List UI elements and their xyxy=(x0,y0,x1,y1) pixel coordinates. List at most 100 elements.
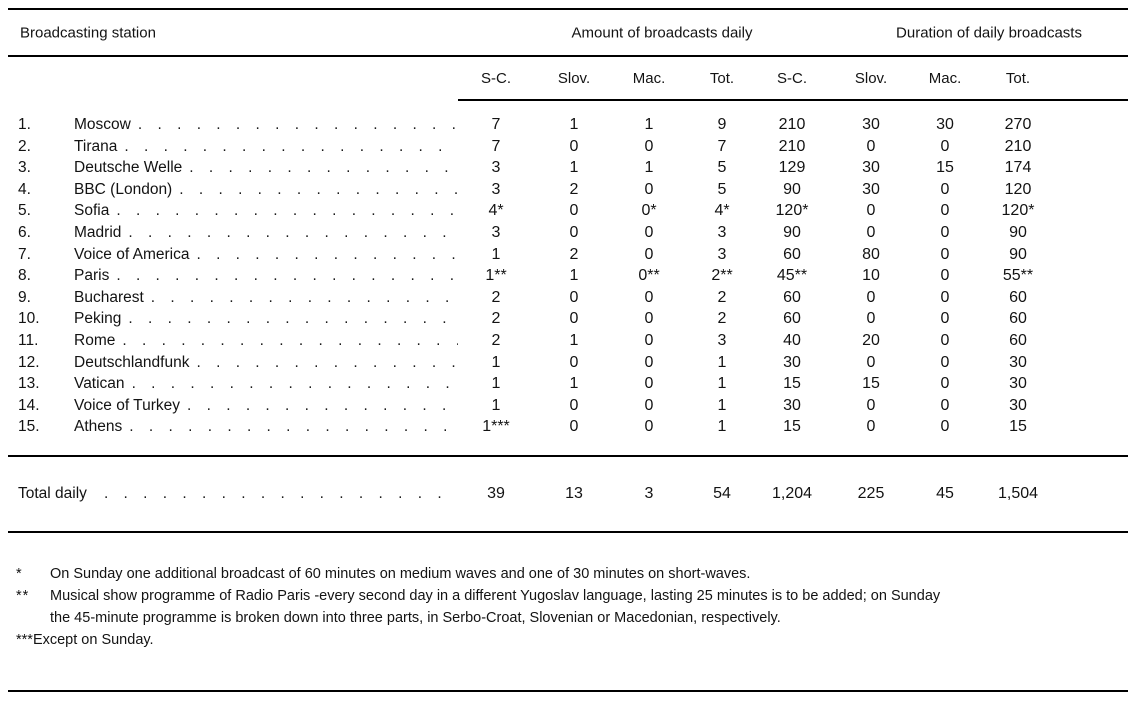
table-row: 14. Voice of Turkey . . . . . . . . . . . … xyxy=(12,395,1122,417)
footnote-text: On Sunday one additional broadcast of 60… xyxy=(50,563,1122,585)
cell-value: 0 xyxy=(569,396,579,414)
cell-value: 15 xyxy=(783,375,801,393)
dot-leaders: . . . . . . . . . . . . . . . . . . . . … xyxy=(179,180,458,198)
cell-value: 30 xyxy=(862,180,880,198)
station-cell: Deutschlandfunk . . . . . . . . . . . . .… xyxy=(74,352,458,374)
cell-value: 0 xyxy=(569,137,579,155)
table-row: 11. Rome . . . . . . . . . . . . . . . . .… xyxy=(12,330,1122,352)
cell-value: 30 xyxy=(862,159,880,177)
dot-leaders: . . . . . . . . . . . . . . . . . . . . … xyxy=(129,418,458,436)
cell-value: 0 xyxy=(866,202,876,220)
cell-value: 7 xyxy=(491,137,501,155)
total-bottom-rule xyxy=(8,530,1128,533)
cell-value: 0 xyxy=(644,331,654,349)
cell-value: 3 xyxy=(717,331,727,349)
cell-value: 1** xyxy=(485,267,507,285)
dot-leaders: . . . . . . . . . . . . . . . . . . . . … xyxy=(186,396,458,414)
cell-value: 4* xyxy=(488,202,504,220)
cell-value: 0 xyxy=(940,353,950,371)
cell-value: 0 xyxy=(866,418,876,436)
total-label-cell: Total daily . . . . . . . . . . . . . . .… xyxy=(12,485,458,503)
table-row: 5. Sofia . . . . . . . . . . . . . . . . .… xyxy=(12,200,1122,222)
footnote: *** Except on Sunday. xyxy=(16,629,1122,651)
cell-value: 2** xyxy=(711,267,733,285)
cell-value: 270 xyxy=(1004,116,1032,133)
subheader-amount-slov: Slov. xyxy=(557,69,591,87)
station-name: Peking xyxy=(74,310,122,328)
cell-value: 1 xyxy=(569,375,579,393)
cell-value: 1 xyxy=(491,396,501,414)
cell-value: 0 xyxy=(866,310,876,328)
cell-value: 2 xyxy=(491,331,501,349)
cell-value: 0 xyxy=(644,223,654,241)
cell-value: 210 xyxy=(778,137,806,155)
cell-value: 5 xyxy=(717,159,727,177)
dot-leaders: . . . . . . . . . . . . . . . . . . . . … xyxy=(189,159,458,177)
row-number: 7. xyxy=(18,245,31,263)
station-cell: Vatican . . . . . . . . . . . . . . . . .… xyxy=(74,373,458,395)
cell-value: 120* xyxy=(1001,202,1035,220)
cell-value: 0 xyxy=(569,202,579,220)
cell-value: 30 xyxy=(936,116,954,133)
cell-value: 0 xyxy=(940,331,950,349)
cell-value: 0 xyxy=(644,418,654,436)
cell-value: 90 xyxy=(783,223,801,241)
cell-value: 0 xyxy=(940,202,950,220)
cell-value: 9 xyxy=(717,116,727,133)
subheader-rule xyxy=(458,99,1128,101)
cell-value: 1 xyxy=(569,267,579,285)
cell-value: 20 xyxy=(862,331,880,349)
footnote-text: Musical show programme of Radio Paris -e… xyxy=(50,585,1122,629)
cell-value: 0 xyxy=(940,245,950,263)
dot-leaders: . . . . . . . . . . . . . . . . . . . . … xyxy=(128,310,458,328)
cell-value: 0 xyxy=(644,310,654,328)
cell-value: 0 xyxy=(866,137,876,155)
dot-leaders: . . . . . . . . . . . . . . . . . . . . … xyxy=(137,116,458,133)
row-number: 4. xyxy=(18,180,31,198)
station-name: Moscow xyxy=(74,116,131,133)
cell-value: 2 xyxy=(491,310,501,328)
cell-value: 1 xyxy=(491,375,501,393)
subheader-duration-slov: Slov. xyxy=(854,69,888,87)
table-row: 2. Tirana . . . . . . . . . . . . . . . . … xyxy=(12,136,1122,158)
row-number: 13. xyxy=(18,375,40,393)
table-row: 12. Deutschlandfunk . . . . . . . . . . . … xyxy=(12,352,1122,374)
cell-value: 2 xyxy=(717,288,727,306)
subheader-amount-sc: S-C. xyxy=(481,69,511,87)
cell-value: 7 xyxy=(717,137,727,155)
station-cell: Madrid . . . . . . . . . . . . . . . . . … xyxy=(74,222,458,244)
row-number: 1. xyxy=(18,116,31,133)
cell-value: 3 xyxy=(491,159,501,177)
dot-leaders: . . . . . . . . . . . . . . . . . . . . … xyxy=(196,353,458,371)
station-cell: Voice of America . . . . . . . . . . . . … xyxy=(74,244,458,266)
cell-value: 0 xyxy=(866,396,876,414)
row-number: 9. xyxy=(18,288,31,306)
cell-value: 40 xyxy=(783,331,801,349)
footnote-line: Except on Sunday. xyxy=(32,631,154,648)
cell-value: 0 xyxy=(940,375,950,393)
total-label: Total daily xyxy=(18,484,87,502)
dot-leaders: . . . . . . . . . . . . . . . . . . . . … xyxy=(103,484,458,502)
row-number: 3. xyxy=(18,159,31,177)
station-cell: Peking . . . . . . . . . . . . . . . . . … xyxy=(74,308,458,330)
cell-value: 30 xyxy=(1009,375,1027,393)
cell-value: 80 xyxy=(862,245,880,263)
total-value: 1,204 xyxy=(771,484,813,502)
footnote: ** Musical show programme of Radio Paris … xyxy=(16,585,1122,629)
cell-value: 60 xyxy=(1009,288,1027,306)
cell-value: 0* xyxy=(641,202,657,220)
cell-value: 120* xyxy=(775,202,809,220)
footnote: * On Sunday one additional broadcast of 6… xyxy=(16,563,1122,585)
footnotes: * On Sunday one additional broadcast of 6… xyxy=(12,563,1122,651)
footnote-marker: * xyxy=(16,565,23,582)
total-value: 39 xyxy=(487,484,505,502)
cell-value: 3 xyxy=(491,223,501,241)
station-name: Bucharest xyxy=(74,288,144,306)
column-header-station: Broadcasting station xyxy=(20,24,156,41)
footnote-text: Except on Sunday. xyxy=(33,629,1122,651)
cell-value: 0 xyxy=(644,180,654,198)
cell-value: 1 xyxy=(569,331,579,349)
row-number: 2. xyxy=(18,137,31,155)
cell-value: 15 xyxy=(862,375,880,393)
total-value: 13 xyxy=(565,484,583,502)
